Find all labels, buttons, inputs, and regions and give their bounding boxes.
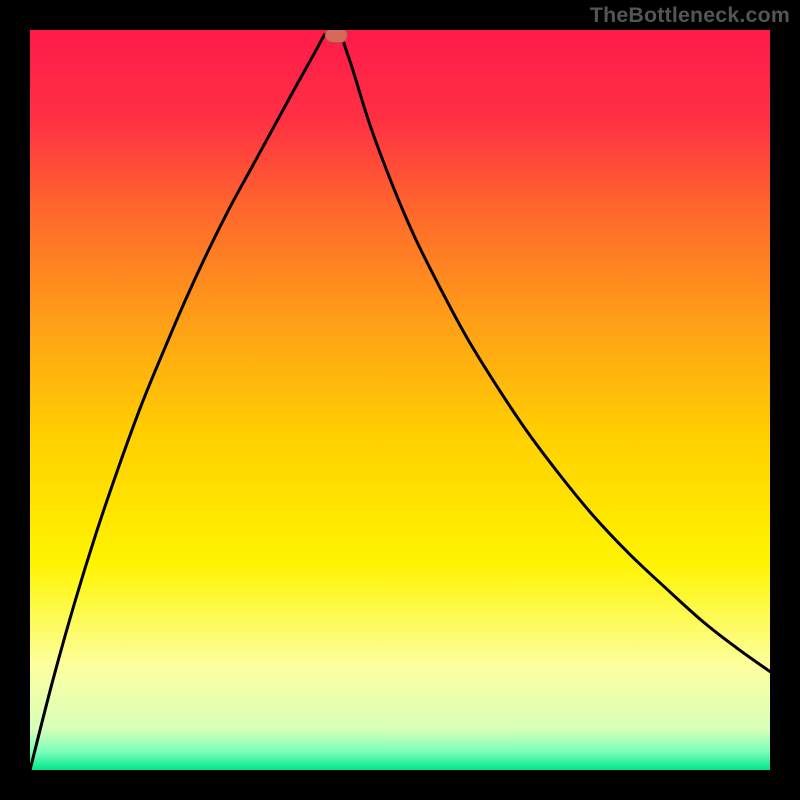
- plot-area: [30, 30, 770, 770]
- chart-frame: TheBottleneck.com: [0, 0, 800, 800]
- gradient-background: [30, 30, 770, 770]
- bottleneck-chart-svg: [30, 30, 770, 770]
- attribution-text: TheBottleneck.com: [590, 3, 790, 28]
- minimum-marker: [325, 30, 347, 43]
